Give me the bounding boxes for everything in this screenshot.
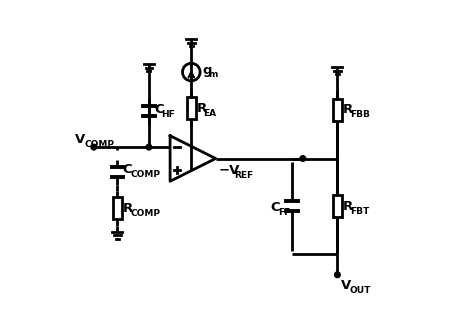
Text: REF: REF xyxy=(234,171,254,180)
Circle shape xyxy=(146,144,152,150)
Text: OUT: OUT xyxy=(349,286,371,295)
Bar xyxy=(186,97,196,119)
Text: R: R xyxy=(343,103,353,116)
Text: COMP: COMP xyxy=(131,170,161,179)
Text: m: m xyxy=(208,70,218,80)
Text: R: R xyxy=(343,200,353,213)
Text: C: C xyxy=(271,202,280,215)
Text: EA: EA xyxy=(203,109,217,118)
Text: HF: HF xyxy=(161,110,175,119)
Text: g: g xyxy=(202,64,212,77)
Circle shape xyxy=(335,272,340,278)
Circle shape xyxy=(91,144,97,150)
Text: R: R xyxy=(123,202,133,215)
Text: V: V xyxy=(341,279,351,292)
Text: COMP: COMP xyxy=(130,209,160,218)
Text: −V: −V xyxy=(218,164,240,177)
Text: FBB: FBB xyxy=(349,110,370,119)
Bar xyxy=(333,195,342,217)
Bar xyxy=(113,197,122,219)
Text: COMP: COMP xyxy=(84,140,114,149)
Text: FF: FF xyxy=(278,208,290,217)
Text: V: V xyxy=(75,133,85,146)
Circle shape xyxy=(300,156,305,161)
Text: R: R xyxy=(196,102,207,115)
Text: FBT: FBT xyxy=(349,207,369,216)
Text: C: C xyxy=(123,163,132,176)
Text: C: C xyxy=(154,103,164,116)
Bar xyxy=(333,99,342,121)
